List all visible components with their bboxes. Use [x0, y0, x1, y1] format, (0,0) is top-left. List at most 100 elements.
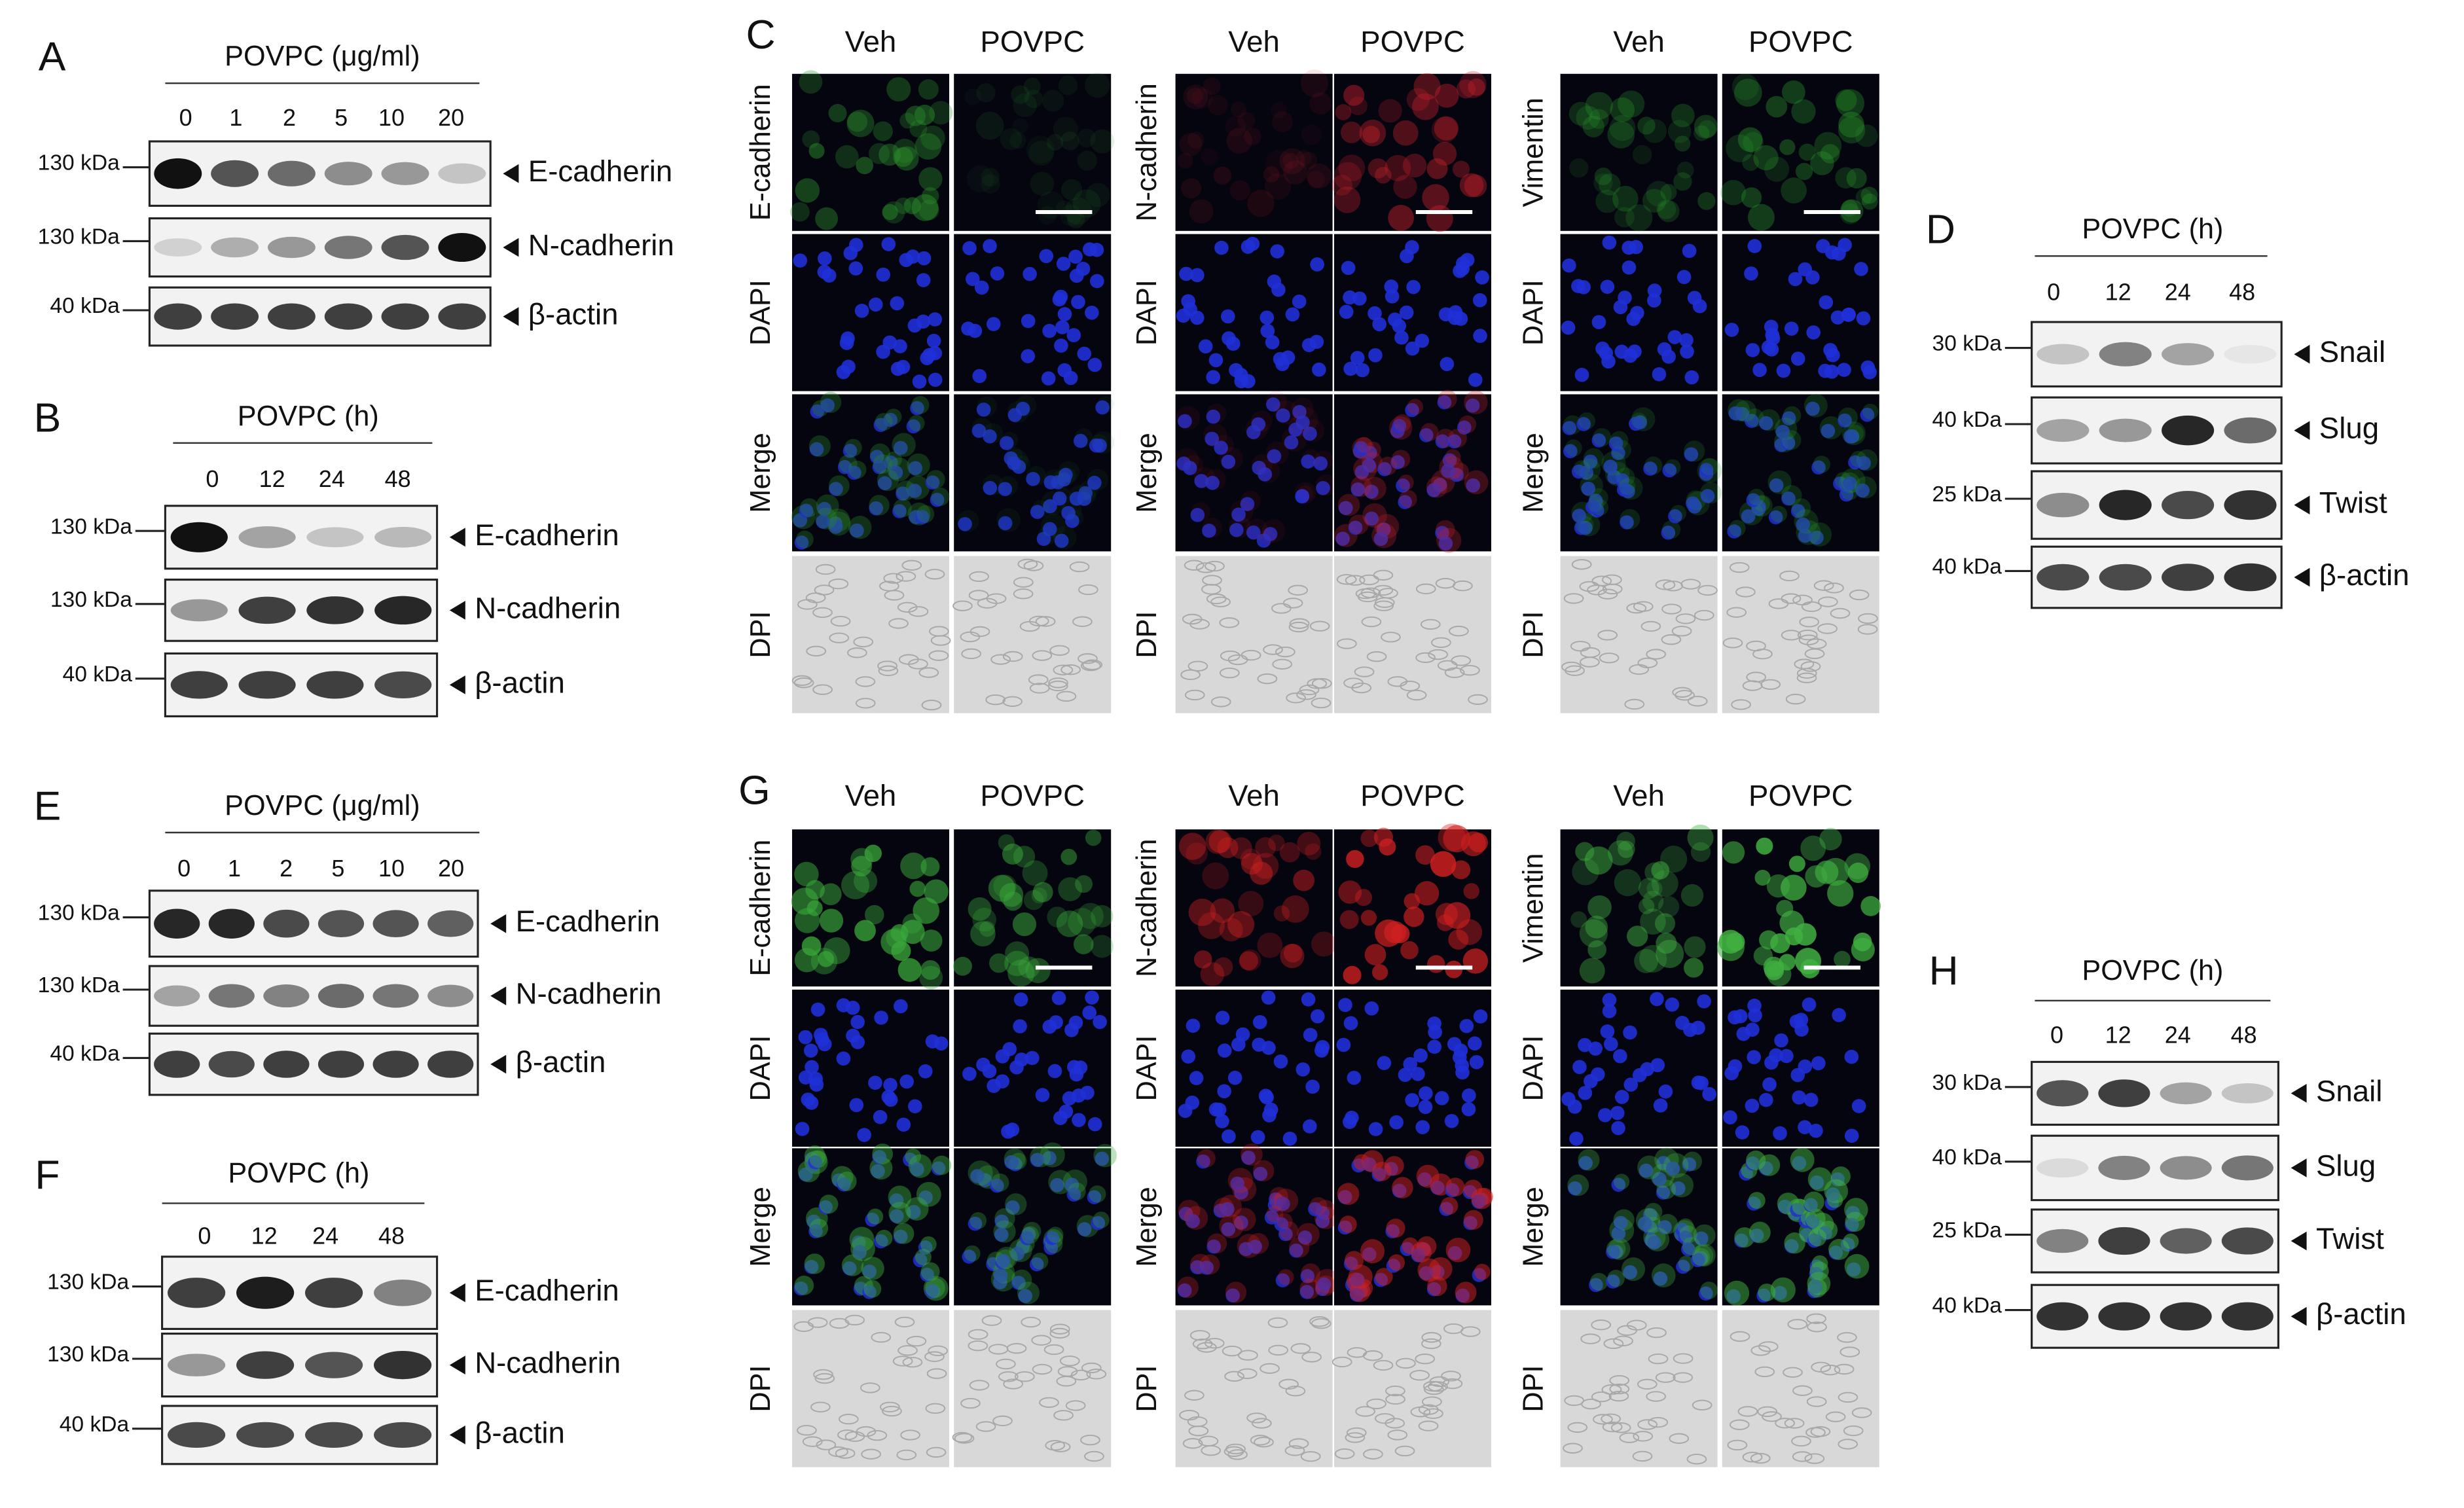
nucleus	[1745, 343, 1760, 357]
nucleus	[1354, 440, 1368, 456]
cell-outline	[901, 560, 922, 571]
nucleus	[1041, 371, 1056, 386]
nucleus	[1076, 261, 1091, 276]
stain	[1015, 395, 1037, 416]
arrowhead	[2294, 421, 2310, 440]
band	[2037, 344, 2090, 365]
cell-outline	[1648, 1353, 1669, 1365]
row-label: Merge	[1131, 433, 1163, 512]
image-bg	[1722, 73, 1879, 231]
stain	[1085, 72, 1110, 98]
nucleus	[1683, 1022, 1697, 1037]
cell-outline	[1646, 649, 1667, 660]
row-label: DPI	[745, 611, 776, 658]
nucleus	[1214, 240, 1229, 255]
stain	[1569, 158, 1589, 178]
nucleus	[1274, 1217, 1289, 1232]
band	[2160, 1156, 2212, 1180]
stain	[1606, 1239, 1626, 1259]
stain	[886, 77, 911, 102]
cell-outline	[892, 1355, 913, 1367]
stain	[1845, 1212, 1866, 1232]
size-marker: 40 kDa	[63, 662, 133, 687]
image-bg	[1722, 1310, 1879, 1467]
nucleus	[1469, 1054, 1484, 1069]
stain	[1692, 1248, 1711, 1266]
cell-outline	[1442, 1378, 1463, 1390]
nucleus	[930, 492, 945, 507]
stain	[1766, 874, 1790, 898]
stain	[864, 844, 882, 862]
stain	[1293, 406, 1318, 432]
nucleus	[899, 1074, 914, 1089]
stain	[1784, 1232, 1805, 1254]
nucleus	[1601, 354, 1616, 369]
image-bg	[792, 556, 949, 713]
cell-outline	[1632, 1450, 1653, 1462]
stain	[1210, 898, 1235, 924]
nucleus	[1352, 291, 1367, 306]
stain	[1474, 1263, 1491, 1280]
micrograph	[1332, 1310, 1491, 1467]
band	[2037, 1229, 2089, 1253]
lane-label: 20	[438, 104, 464, 131]
stain	[1766, 96, 1788, 118]
nucleus	[1093, 439, 1107, 453]
stain	[1280, 944, 1305, 969]
column-label: Veh	[845, 25, 897, 58]
stain	[1791, 498, 1811, 518]
stain	[1680, 884, 1704, 907]
nucleus	[1301, 454, 1315, 469]
stain	[1438, 823, 1466, 852]
band	[2037, 1302, 2089, 1331]
nucleus	[1854, 262, 1868, 276]
stain	[1406, 88, 1430, 111]
micrograph	[1334, 990, 1491, 1147]
stain	[1783, 406, 1802, 425]
cell-outline	[928, 1345, 949, 1356]
nucleus	[1253, 1166, 1268, 1181]
nucleus	[817, 264, 832, 279]
cell-outline	[1807, 1321, 1827, 1333]
micrograph	[790, 70, 953, 231]
cell-outline	[1581, 1399, 1601, 1410]
stain	[1814, 132, 1842, 160]
nucleus	[1183, 461, 1197, 475]
nucleus	[1600, 1024, 1615, 1039]
nucleus	[1362, 458, 1377, 473]
stain	[1459, 173, 1484, 198]
micrograph	[1175, 990, 1333, 1147]
nucleus	[918, 1240, 933, 1255]
size-marker: 40 kDa	[50, 1041, 120, 1066]
nucleus	[906, 419, 921, 434]
cell-outline	[1737, 1406, 1758, 1417]
stain	[918, 79, 939, 100]
stain	[1372, 1162, 1392, 1181]
lane-label: 5	[331, 855, 344, 882]
cell-outline	[1263, 644, 1283, 655]
nucleus	[1809, 530, 1824, 545]
cell-outline	[1043, 1344, 1064, 1355]
stain	[1087, 469, 1109, 491]
cell-outline	[1182, 613, 1203, 625]
nucleus	[1765, 327, 1780, 342]
cell-outline	[1672, 687, 1693, 698]
cell-outline	[1336, 574, 1357, 585]
stain	[1009, 132, 1026, 149]
stain	[1671, 103, 1695, 128]
stain	[869, 495, 890, 516]
cell-outline	[1285, 1386, 1306, 1397]
cell-outline	[1421, 1338, 1441, 1350]
cell-outline	[1311, 677, 1332, 689]
stain	[888, 1185, 912, 1210]
nucleus	[852, 1245, 867, 1259]
nucleus	[1843, 429, 1858, 444]
nucleus	[1747, 239, 1762, 253]
nucleus	[907, 484, 922, 498]
nucleus	[837, 1177, 851, 1192]
stain	[1090, 935, 1114, 958]
image-bg	[1334, 73, 1491, 231]
cell-outline	[900, 1429, 920, 1441]
band	[374, 1279, 432, 1306]
cell-outline	[1602, 574, 1622, 585]
